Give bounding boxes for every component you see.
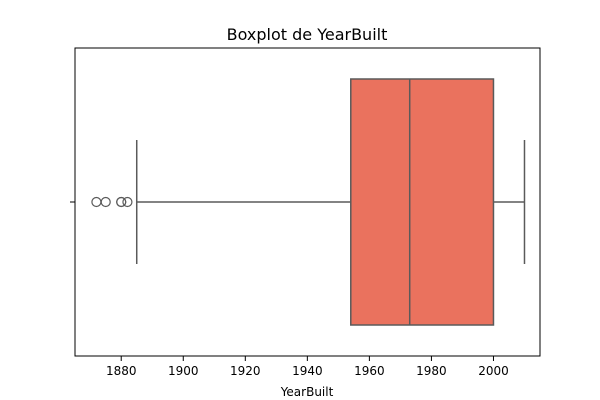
plot-area bbox=[91, 78, 526, 326]
x-tick-label: 1940 bbox=[292, 364, 323, 378]
x-tick-label: 1900 bbox=[168, 364, 199, 378]
outlier-point bbox=[122, 196, 133, 208]
x-axis: 1880 1900 1920 1940 1960 1980 2000 bbox=[70, 201, 509, 378]
x-tick-label: 1960 bbox=[354, 364, 385, 378]
x-axis-label: YearBuilt bbox=[280, 385, 334, 399]
x-tick-label: 1880 bbox=[106, 364, 137, 378]
outlier-point bbox=[100, 196, 111, 208]
x-tick-label: 2000 bbox=[478, 364, 509, 378]
chart-title: Boxplot de YearBuilt bbox=[227, 25, 388, 44]
outlier-point bbox=[116, 196, 127, 208]
iqr-box bbox=[350, 78, 495, 326]
x-tick-label: 1920 bbox=[230, 364, 261, 378]
x-tick-label: 1980 bbox=[416, 364, 447, 378]
outlier-point bbox=[91, 196, 102, 208]
